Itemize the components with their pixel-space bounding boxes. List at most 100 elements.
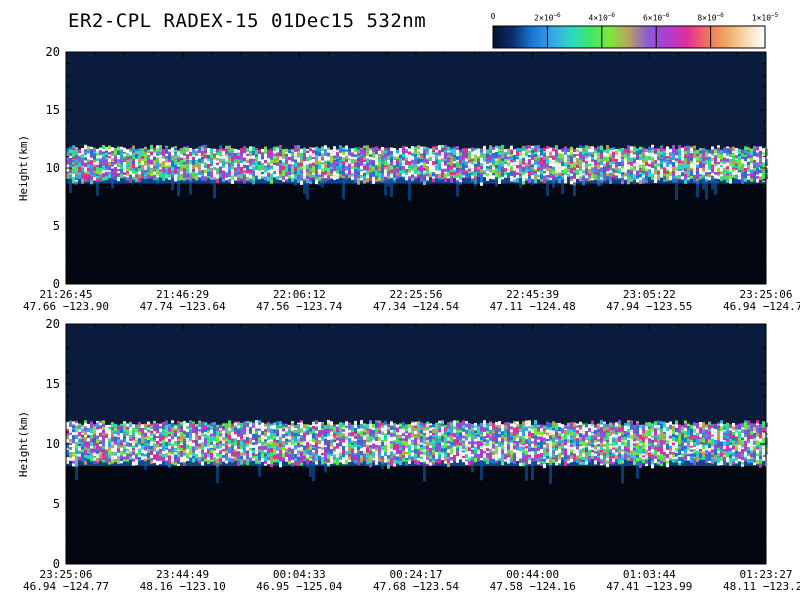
cloud-cell: [162, 443, 165, 448]
cloud-cell: [426, 426, 429, 429]
cloud-cell: [426, 458, 429, 460]
cloud-cell: [453, 442, 456, 447]
cloud-cell: [357, 153, 360, 156]
cloud-cell: [285, 148, 288, 152]
cloud-cell: [468, 153, 471, 158]
cloud-cell: [297, 178, 300, 183]
cloud-cell: [210, 425, 213, 430]
cloud-cell: [534, 452, 537, 455]
cloud-cell: [192, 446, 195, 451]
cloud-cell: [393, 165, 396, 168]
cloud-cell: [132, 152, 135, 157]
cloud-cell: [255, 444, 258, 447]
cloud-cell: [756, 178, 759, 183]
cloud-cell: [165, 426, 168, 431]
cloud-cell: [132, 461, 135, 466]
cloud-cell: [438, 445, 441, 449]
cloud-cell: [156, 173, 159, 176]
x-tick-time: 22:45:39: [506, 288, 559, 301]
cloud-cell: [447, 164, 450, 167]
fall-streak: [495, 177, 498, 187]
cloud-cell: [456, 423, 459, 428]
cloud-cell: [114, 154, 117, 156]
cloud-cell: [642, 162, 645, 165]
cloud-cell: [474, 423, 477, 426]
cloud-cell: [183, 162, 186, 165]
cloud-cell: [270, 173, 273, 178]
cloud-cell: [159, 456, 162, 459]
cloud-cell: [240, 429, 243, 432]
cloud-cell: [687, 179, 690, 181]
cloud-cell: [186, 448, 189, 453]
cloud-cell: [726, 158, 729, 163]
cloud-cell: [219, 461, 222, 465]
cloud-cell: [369, 456, 372, 459]
cloud-cell: [189, 437, 192, 442]
cloud-cell: [345, 159, 348, 163]
cloud-cell: [84, 426, 87, 432]
cloud-cell: [585, 146, 588, 149]
cloud-cell: [729, 169, 732, 173]
cloud-cell: [204, 444, 207, 447]
cloud-cell: [720, 176, 723, 181]
cloud-cell: [201, 156, 204, 160]
cloud-cell: [279, 433, 282, 437]
cloud-cell: [117, 439, 120, 442]
cloud-cell: [339, 448, 342, 453]
cloud-cell: [273, 168, 276, 172]
cloud-cell: [225, 149, 228, 154]
cloud-cell: [432, 170, 435, 173]
cloud-cell: [507, 454, 510, 458]
cloud-cell: [261, 422, 264, 426]
cloud-cell: [279, 170, 282, 175]
cloud-cell: [492, 169, 495, 174]
cloud-cell: [234, 421, 237, 423]
cloud-cell: [300, 420, 303, 423]
cloud-cell: [468, 422, 471, 428]
cloud-cell: [318, 148, 321, 153]
cloud-cell: [213, 172, 216, 177]
cloud-cell: [624, 170, 627, 173]
cloud-cell: [450, 435, 453, 440]
cloud-cell: [264, 153, 267, 157]
cloud-cell: [231, 431, 234, 435]
cloud-cell: [510, 168, 513, 172]
cloud-cell: [486, 156, 489, 161]
cloud-cell: [231, 434, 234, 439]
cloud-cell: [219, 436, 222, 441]
cloud-cell: [297, 431, 300, 435]
cloud-cell: [468, 168, 471, 172]
cloud-cell: [129, 178, 132, 183]
cloud-cell: [594, 167, 597, 171]
cloud-cell: [252, 158, 255, 161]
cloud-cell: [453, 151, 456, 156]
cloud-cell: [339, 425, 342, 429]
cloud-cell: [426, 147, 429, 149]
cloud-cell: [93, 444, 96, 447]
cloud-cell: [243, 444, 246, 449]
cloud-cell: [69, 172, 72, 176]
cloud-cell: [423, 172, 426, 175]
fall-streak: [387, 178, 390, 187]
fall-streak: [456, 181, 459, 197]
cloud-cell: [483, 149, 486, 154]
cloud-cell: [414, 453, 417, 457]
cloud-cell: [414, 441, 417, 444]
cloud-cell: [390, 157, 393, 162]
cloud-cell: [276, 152, 279, 157]
cloud-cell: [111, 158, 114, 161]
cloud-cell: [726, 168, 729, 174]
cloud-cell: [147, 445, 150, 449]
cloud-cell: [333, 446, 336, 450]
cloud-cell: [276, 436, 279, 440]
cloud-cell: [636, 159, 639, 164]
cloud-cell: [408, 167, 411, 170]
cloud-cell: [390, 436, 393, 442]
cloud-cell: [279, 461, 282, 464]
cloud-cell: [279, 459, 282, 462]
cloud-cell: [489, 160, 492, 164]
cloud-cell: [288, 433, 291, 437]
cloud-cell: [315, 159, 318, 163]
cloud-cell: [450, 172, 453, 175]
cloud-cell: [225, 425, 228, 430]
